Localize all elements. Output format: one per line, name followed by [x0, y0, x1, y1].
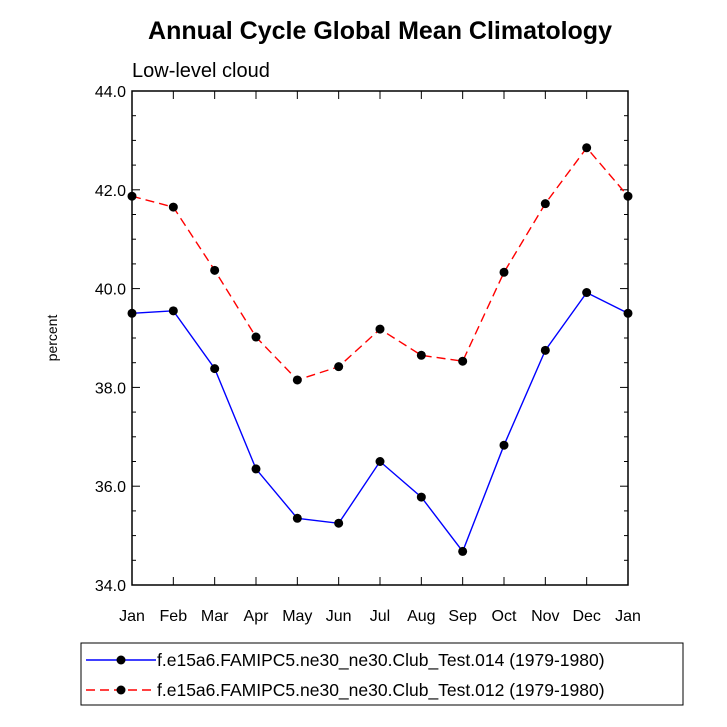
chart-subtitle: Low-level cloud	[132, 60, 270, 82]
data-point-series-1	[458, 546, 468, 556]
data-point-series-1	[416, 492, 426, 502]
y-tick-label: 42.0	[95, 183, 126, 200]
legend-box	[80, 642, 684, 706]
legend-label-series-2: f.e15a6.FAMIPC5.ne30_ne30.Club_Test.012 …	[157, 680, 605, 701]
data-point-series-2	[292, 375, 302, 385]
data-point-series-1	[499, 440, 509, 450]
x-tick-label: Dec	[572, 608, 600, 625]
x-tick-label: Jan	[119, 608, 145, 625]
x-tick-label: Aug	[407, 608, 435, 625]
legend: f.e15a6.FAMIPC5.ne30_ne30.Club_Test.014 …	[80, 642, 684, 706]
x-tick-label: Feb	[160, 608, 188, 625]
data-point-series-1	[251, 464, 261, 474]
series-layer	[127, 143, 633, 556]
x-tick-label: Oct	[492, 608, 517, 625]
data-point-series-1	[540, 345, 550, 355]
data-point-series-2	[582, 143, 592, 153]
plot-frame	[131, 90, 629, 586]
x-tick-label: Mar	[201, 608, 229, 625]
data-point-series-2	[375, 324, 385, 334]
data-point-series-1	[582, 288, 592, 298]
y-tick-label: 38.0	[95, 380, 126, 397]
series-line-2	[131, 146, 629, 381]
data-point-series-2	[251, 332, 261, 342]
data-point-series-2	[458, 356, 468, 366]
x-tick-labels: Jan Feb Mar Apr May Jun Jul Aug Sep Oct Nov Dec Jan	[119, 608, 641, 625]
data-point-series-2	[210, 265, 220, 275]
y-tick-label: 36.0	[95, 479, 126, 496]
y-tick-label: 40.0	[95, 282, 126, 299]
x-tick-label: Jun	[326, 608, 352, 625]
data-point-series-2	[334, 362, 344, 372]
x-tick-label: May	[282, 608, 312, 625]
x-tick-label: Jan	[615, 608, 641, 625]
data-point-series-1	[292, 513, 302, 523]
x-tick-label: Jul	[370, 608, 390, 625]
data-point-series-1	[168, 306, 178, 316]
y-axis-label: percent	[44, 315, 60, 362]
y-tick-labels: 34.0 36.0 38.0 40.0 42.0 44.0	[95, 84, 126, 595]
data-point-series-2	[499, 267, 509, 277]
data-point-series-1	[210, 364, 220, 374]
data-point-series-2	[168, 202, 178, 212]
data-point-series-1	[334, 518, 344, 528]
data-point-series-2	[416, 350, 426, 360]
data-point-series-1	[375, 457, 385, 466]
x-tick-label: Sep	[448, 608, 477, 625]
chart-title: Annual Cycle Global Mean Climatology	[148, 17, 612, 45]
data-point-series-2	[540, 199, 550, 209]
legend-label-series-1: f.e15a6.FAMIPC5.ne30_ne30.Club_Test.014 …	[157, 650, 605, 671]
legend-marker-series-2	[116, 685, 126, 695]
x-tick-label: Apr	[244, 608, 270, 625]
y-tick-label: 44.0	[95, 84, 126, 101]
y-tick-label: 34.0	[95, 578, 126, 595]
legend-marker-series-1	[116, 655, 126, 665]
x-tick-label: Nov	[531, 608, 559, 625]
